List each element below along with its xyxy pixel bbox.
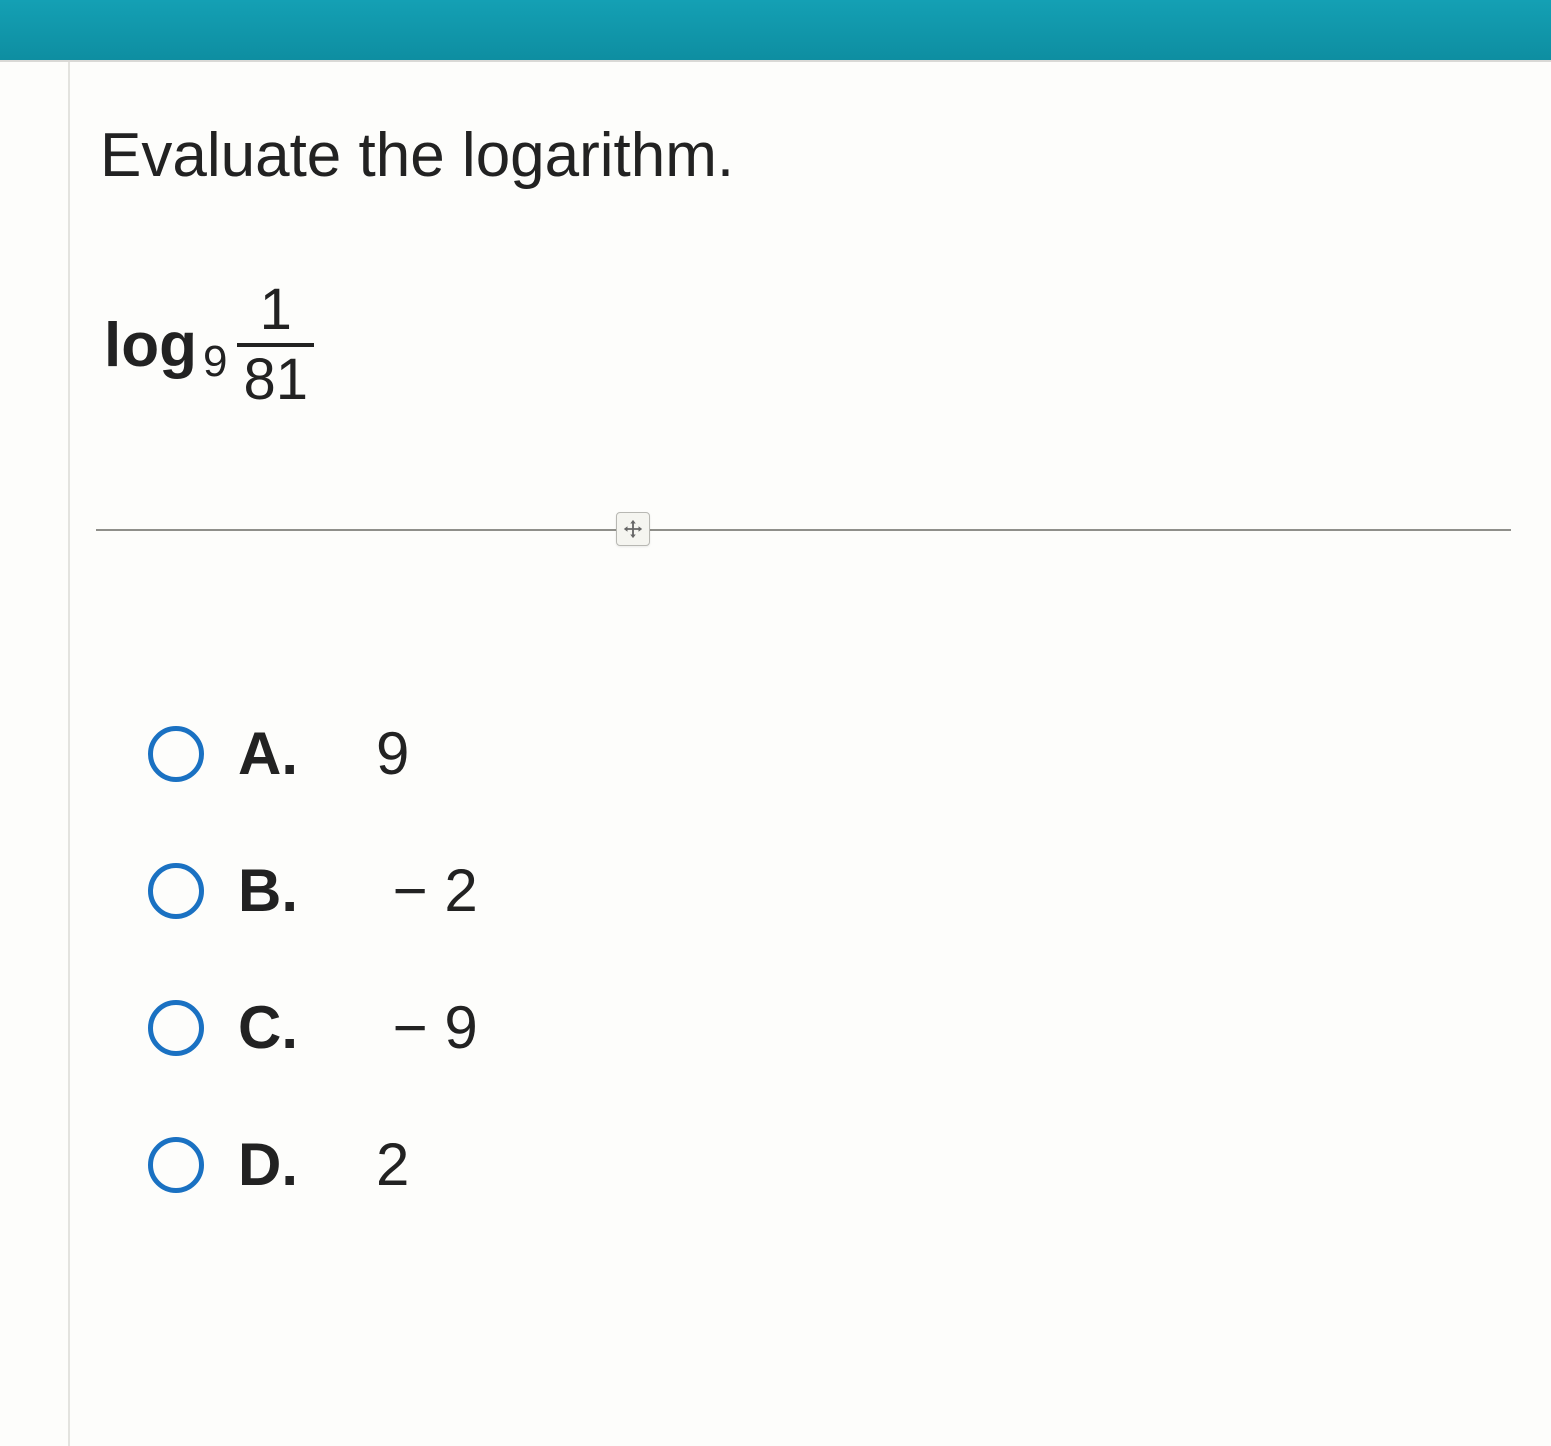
- option-value: − 2: [376, 856, 478, 925]
- log-operator: log: [104, 310, 197, 381]
- option-value: − 9: [376, 993, 478, 1062]
- left-margin-rule: [68, 62, 70, 1446]
- option-letter: A.: [238, 719, 318, 788]
- question-prompt: Evaluate the logarithm.: [100, 120, 1511, 191]
- divider-row: [96, 529, 1511, 569]
- option-letter: D.: [238, 1130, 318, 1199]
- section-divider: [96, 529, 1511, 531]
- option-letter: C.: [238, 993, 318, 1062]
- move-icon: [622, 518, 644, 540]
- question-area: Evaluate the logarithm. log 9 1 81 A.: [100, 120, 1511, 1199]
- fraction-denominator: 81: [237, 351, 314, 409]
- option-b[interactable]: B. − 2: [148, 856, 1511, 925]
- option-c[interactable]: C. − 9: [148, 993, 1511, 1062]
- radio-c[interactable]: [148, 1000, 204, 1056]
- radio-b[interactable]: [148, 863, 204, 919]
- log-base: 9: [203, 337, 227, 387]
- content-area: Evaluate the logarithm. log 9 1 81 A.: [0, 60, 1551, 1446]
- option-a[interactable]: A. 9: [148, 719, 1511, 788]
- option-value: 2: [376, 1130, 409, 1199]
- radio-a[interactable]: [148, 726, 204, 782]
- option-value: 9: [376, 719, 409, 788]
- log-expression: log 9 1 81: [104, 281, 1511, 409]
- answer-options: A. 9 B. − 2 C. − 9 D. 2: [148, 719, 1511, 1199]
- radio-d[interactable]: [148, 1137, 204, 1193]
- fraction-numerator: 1: [254, 281, 298, 339]
- resize-handle[interactable]: [616, 512, 650, 546]
- option-letter: B.: [238, 856, 318, 925]
- top-bar: [0, 0, 1551, 60]
- log-argument-fraction: 1 81: [237, 281, 314, 409]
- option-d[interactable]: D. 2: [148, 1130, 1511, 1199]
